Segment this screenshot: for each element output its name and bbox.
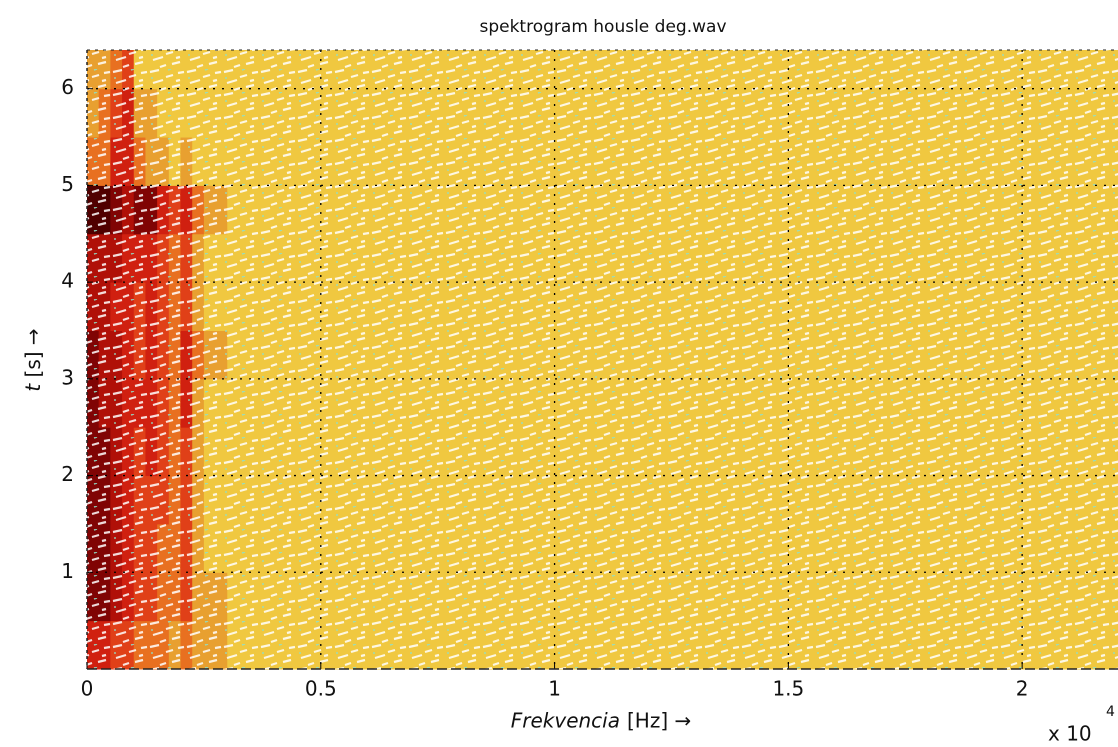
y-tick-label: 6 [61, 75, 74, 99]
labels: spektrogram housle deg.wav Frekvencia [H… [21, 17, 1116, 746]
y-axis-label: t [21, 383, 45, 392]
y-tick-label: 3 [61, 365, 74, 389]
y-axis-unit: [s] → [21, 328, 45, 377]
noise-texture [87, 50, 1118, 669]
x-tick-label: 2 [1016, 677, 1029, 701]
y-tick-label: 1 [61, 559, 74, 583]
x-axis-label: Frekvencia [511, 709, 620, 733]
x-multiplier: x 10 [1048, 722, 1092, 746]
chart-title: spektrogram housle deg.wav [479, 17, 726, 37]
y-tick-label: 4 [61, 269, 74, 293]
x-multiplier-exponent: 4 [1106, 704, 1115, 720]
x-tick-label: 0.5 [305, 677, 337, 701]
y-axis-title: t [s] → [21, 328, 45, 391]
grid [86, 49, 1118, 670]
y-tick-label: 5 [61, 172, 74, 196]
y-tick-label: 2 [61, 462, 74, 486]
x-tick-label: 1 [548, 677, 561, 701]
x-tick-label: 0 [81, 677, 94, 701]
x-axis-unit: [Hz] → [627, 709, 691, 733]
x-tick-label: 1.5 [772, 677, 804, 701]
